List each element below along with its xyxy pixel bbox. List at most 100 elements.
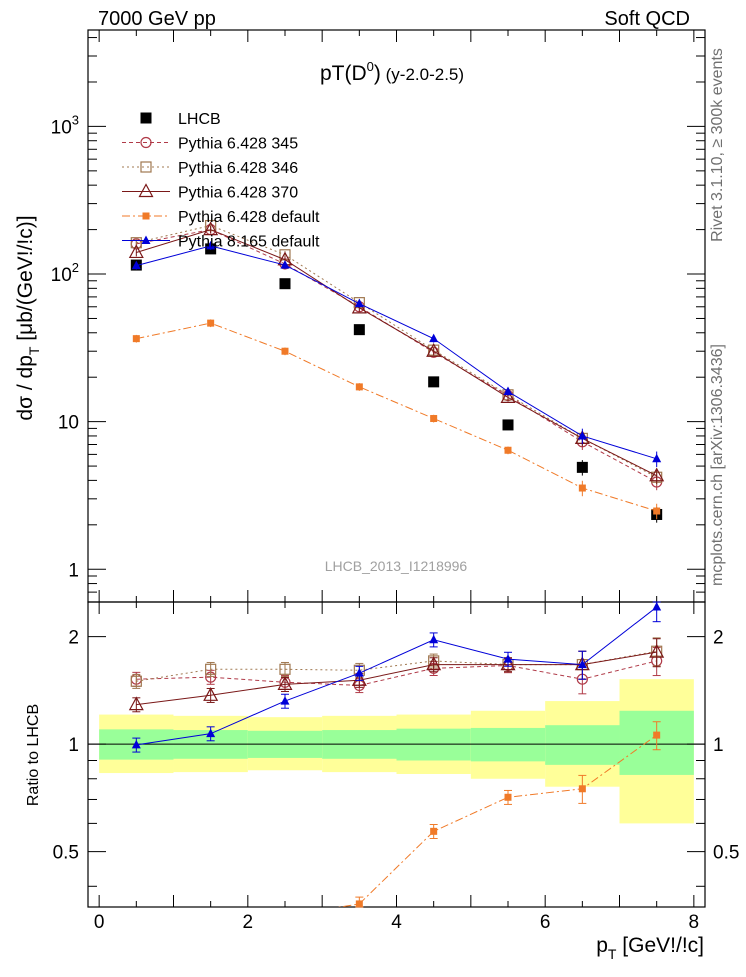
main-series-line-3: [136, 229, 657, 477]
legend-label-3: Pythia 6.428 370: [178, 185, 298, 202]
y-tick-label-ratio-right: 2: [713, 628, 724, 649]
ratio-point-4-2: [280, 696, 290, 705]
rivet-version-label: Rivet 3.1.10, ≥ 300k events: [709, 48, 726, 242]
main-point-5-1: [206, 240, 216, 250]
x-axis-label-main: p: [596, 934, 608, 957]
legend-label-1: Pythia 6.428 345: [178, 136, 298, 153]
legend-marker-1: [140, 136, 152, 149]
main-point-3-4: [426, 342, 442, 357]
main-y-axis-label-units: [μb/(GeV!/!c)]: [14, 215, 37, 346]
inner-band-bin-5: [470, 727, 546, 762]
main-y-axis-label-main: dσ / dp: [14, 355, 37, 421]
main-point-3-5: [500, 389, 516, 403]
main-point-5-2: [280, 260, 290, 269]
main-series-group: [128, 219, 665, 523]
legend-marker-5: [141, 235, 151, 244]
main-point-5-0: [131, 260, 141, 270]
main-point-0-4: [428, 376, 440, 388]
y-tick-label-main: 1: [68, 560, 79, 581]
ratio-point-1-1: [205, 663, 217, 675]
x-tick-label: 8: [689, 912, 700, 933]
ratio-series-3: [337, 721, 661, 908]
main-point-5-5: [503, 386, 513, 396]
legend-marker-3: [138, 183, 154, 198]
legend-entry-1: Pythia 6.428 345: [122, 136, 298, 153]
main-point-4-6: [578, 484, 586, 492]
ratio-point-1-0: [130, 675, 142, 687]
ratio-series-line-4: [136, 606, 657, 746]
ratio-point-2-5: [500, 656, 516, 671]
y-tick-label-ratio-left: 0.5: [53, 843, 79, 864]
analysis-id-label: LHCB_2013_I1218996: [325, 558, 468, 574]
ratio-point-4-4: [429, 634, 439, 644]
ratio-point-3-4: [430, 827, 438, 835]
x-tick-label: 0: [94, 912, 105, 933]
legend: LHCB Pythia 6.428 345 Pythia 6.428 346 Pyth…: [122, 111, 320, 251]
x-tick-label: 6: [540, 912, 551, 933]
legend-label-4: Pythia 6.428 default: [178, 209, 320, 226]
x-axis-label: pT [GeV!/!c]: [596, 934, 704, 962]
legend-entry-2: Pythia 6.428 346: [122, 160, 298, 177]
y-tick-label-main: 102: [51, 260, 79, 286]
ratio-point-4-5: [503, 654, 513, 663]
legend-label-2: Pythia 6.428 346: [178, 160, 298, 177]
main-series-4: [132, 319, 661, 520]
inner-band-bin-6: [545, 725, 620, 765]
ratio-point-2-4: [426, 656, 442, 671]
y-tick-label-ratio-left: 1: [68, 735, 79, 756]
main-point-4-1: [207, 319, 215, 327]
mcplots-label: mcplots.cern.ch [arXiv:1306.3436]: [709, 344, 726, 586]
main-point-4-4: [430, 415, 438, 423]
main-y-axis-label: dσ / dpT [μb/(GeV!/!c)]: [14, 215, 42, 420]
main-point-0-6: [576, 461, 588, 473]
main-point-4-2: [281, 347, 289, 355]
plot-title-close: ): [374, 62, 381, 85]
ratio-series-2: [128, 638, 665, 713]
y-tick-label-main: 10: [58, 413, 79, 434]
y-tick-label-ratio-right: 1: [713, 735, 724, 756]
main-point-5-7: [652, 453, 662, 463]
y-tick-label-main: 103: [51, 112, 79, 138]
x-tick-label: 2: [243, 912, 254, 933]
plot-title-rapidity: (y-2.0-2.5): [381, 65, 464, 84]
legend-marker-2: [140, 161, 152, 173]
main-series-line-1: [136, 229, 657, 483]
y-tick-label-base: 10: [51, 265, 72, 286]
main-point-4-3: [355, 383, 363, 391]
ratio-point-2-0: [128, 696, 144, 711]
header-category-label: Soft QCD: [604, 8, 690, 30]
x-tick-label: 4: [391, 912, 402, 933]
legend-label-0: LHCB: [178, 111, 221, 128]
legend-label-5: Pythia 8.165 default: [178, 234, 320, 251]
y-tick-label-base: 10: [51, 117, 72, 138]
main-series-3: [128, 221, 665, 484]
main-point-5-4: [429, 333, 439, 343]
main-point-3-1: [203, 221, 219, 236]
main-y-axis-label-sub: T: [26, 346, 42, 355]
main-point-4-0: [132, 335, 140, 343]
legend-marker-4: [142, 212, 150, 220]
legend-entry-3: Pythia 6.428 370: [122, 183, 298, 202]
header-energy-label: 7000 GeV pp: [98, 8, 216, 30]
ratio-point-2-7: [649, 643, 665, 658]
main-point-3-7: [649, 467, 665, 482]
legend-entry-0: LHCB: [140, 111, 221, 128]
main-series-5: [131, 240, 662, 468]
ratio-point-3-5: [504, 793, 512, 801]
legend-entry-5: Pythia 8.165 default: [122, 234, 320, 251]
plot-title-superscript: 0: [367, 59, 374, 74]
ratio-point-2-3: [351, 671, 367, 686]
main-point-3-0: [128, 244, 144, 259]
ratio-point-4-3: [354, 668, 364, 677]
main-point-0-2: [279, 278, 291, 290]
ratio-point-4-7: [652, 602, 662, 611]
ratio-series-group: [128, 601, 665, 908]
ratio-point-4-6: [577, 659, 587, 669]
ratio-series-line-2: [136, 651, 657, 706]
y-tick-label-ratio-right: 0.5: [713, 843, 739, 864]
ratio-y-axis-label: Ratio to LHCB: [25, 704, 42, 806]
ratio-point-3-7: [653, 731, 661, 739]
legend-marker-0: [140, 112, 152, 124]
